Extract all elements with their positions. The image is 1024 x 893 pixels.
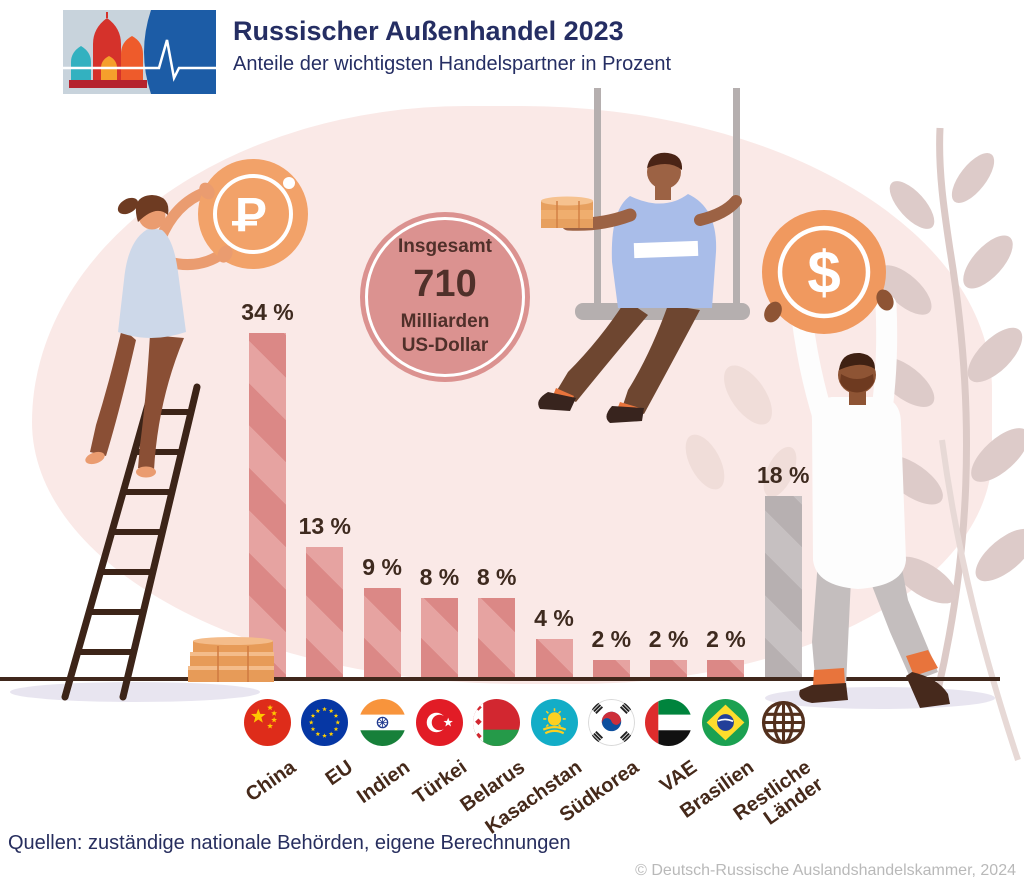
bar-kasachstan (535, 639, 573, 680)
bar-vae (650, 660, 688, 680)
bar-indien (363, 588, 401, 680)
bar-t-rkei (420, 598, 458, 680)
bar-s-dkorea (592, 660, 630, 680)
bar-china (249, 333, 286, 680)
bar-brasilien (707, 660, 745, 680)
bar-restliche-l-nder (764, 496, 802, 680)
bar-belarus (478, 598, 516, 680)
bar-eu (306, 547, 344, 680)
